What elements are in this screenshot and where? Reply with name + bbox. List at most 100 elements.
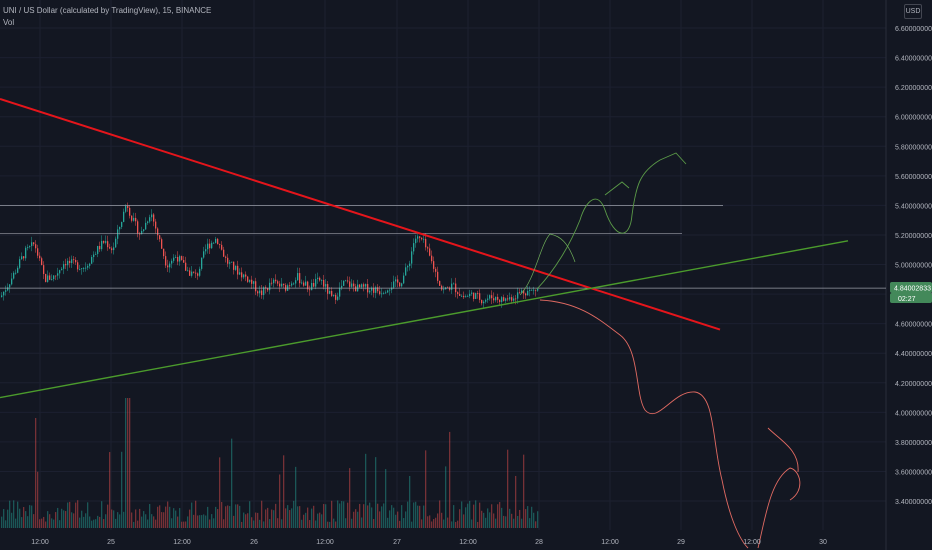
candle-body [215,238,217,243]
candle-body [233,261,235,270]
candle-body [169,263,171,268]
candle-body [159,235,161,240]
volume-bar [467,503,469,528]
volume-bar [333,518,335,528]
candle-body [369,290,371,293]
candle-body [537,288,539,291]
volume-bar [5,520,7,528]
candle-body [385,292,387,294]
candle-body [343,280,345,286]
volume-bar [317,513,319,528]
candle-body [321,280,323,281]
volume-bar [39,519,41,528]
volume-bar [277,518,279,528]
volume-bar [27,516,29,528]
volume-bar [141,516,143,528]
candle-body [303,282,305,286]
candle-body [249,279,251,282]
candle-body [219,244,221,245]
candle-body [409,263,411,267]
volume-bar [455,521,457,528]
candle-body [493,298,495,301]
candle-body [381,293,383,295]
volume-bar [137,520,139,528]
volume-bar [411,521,413,528]
candle-body [29,246,31,248]
volume-bar [117,512,119,528]
volume-bar [339,503,341,528]
volume-bar [323,503,325,528]
volume-bar [393,507,395,528]
candle-body [127,206,129,208]
volume-bar [443,519,445,528]
volume-bar [235,504,237,528]
volume-bar [285,508,287,528]
volume-bar [29,505,31,528]
volume-bar [341,501,343,528]
candle-body [439,280,441,286]
candle-body [495,296,497,301]
volume-bar [361,517,363,528]
candle-body [195,272,197,274]
volume-bar [209,519,211,528]
volume-bar [95,519,97,528]
y-tick-label: 5.60000000 [895,174,932,181]
x-tick-label: 25 [107,539,115,546]
volume-bar [57,507,59,528]
x-tick-label: 12:00 [459,539,477,546]
candle-body [69,260,71,264]
candle-body [273,279,275,284]
candle-body [397,279,399,283]
volume-bar [63,510,65,528]
candle-body [223,249,225,257]
volume-bar [275,503,277,528]
candle-body [503,297,505,301]
volume-bar [301,519,303,528]
volume-bar [55,512,57,528]
candle-body [51,279,53,280]
volume-bar [531,506,533,528]
volume-bar [179,508,181,528]
volume-bar [223,519,225,528]
candle-body [113,247,115,251]
forecast-drawings [519,152,801,549]
candle-body [133,217,135,221]
candle-body [535,289,537,291]
bearish-forecast-curve [539,299,801,549]
candle-body [379,291,381,295]
volume-bar [345,518,347,528]
candle-body [59,270,61,274]
volume-bar [167,501,169,528]
volume-bar [21,517,23,528]
candle-body [257,291,259,294]
volume-bar [233,515,235,528]
volume-bar [437,513,439,528]
volume-bar [389,510,391,528]
candle-body [297,273,299,281]
volume-bar [373,519,375,528]
currency-button[interactable]: USD [904,4,922,19]
candle-body [433,261,435,269]
candle-body [327,284,329,294]
candle-body [227,257,229,264]
candle-body [75,260,77,263]
volume-bar [241,521,243,528]
candle-body [201,257,203,269]
candle-body [111,248,113,251]
volume-bar [475,500,477,528]
candle-body [65,264,67,266]
candle-body [467,296,469,297]
volume-bar [409,476,411,528]
candle-body [217,238,219,245]
volume-bar [519,509,521,528]
candle-body [361,284,363,288]
candle-body [173,257,175,261]
candle-body [335,294,337,300]
candle-body [191,271,193,276]
candle-body [27,247,29,248]
candle-body [323,280,325,287]
candle-body [423,238,425,240]
candle-body [183,259,185,263]
volume-bar [77,500,79,528]
